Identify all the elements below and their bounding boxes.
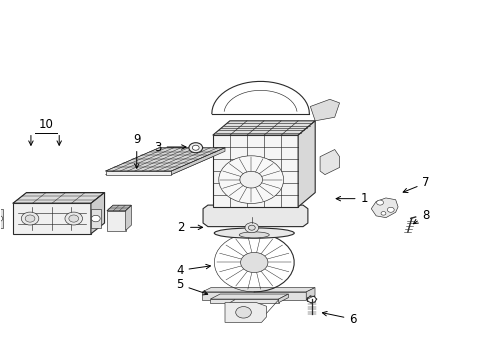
Polygon shape (298, 121, 315, 207)
Polygon shape (278, 294, 288, 303)
Polygon shape (202, 292, 305, 300)
Polygon shape (212, 135, 298, 207)
Polygon shape (370, 198, 397, 218)
Circle shape (69, 215, 79, 222)
Circle shape (386, 207, 393, 212)
Polygon shape (91, 210, 101, 228)
Text: 5: 5 (176, 278, 207, 295)
Text: 8: 8 (413, 209, 429, 224)
Circle shape (65, 212, 82, 225)
Circle shape (240, 252, 267, 273)
Polygon shape (210, 294, 288, 299)
Text: 6: 6 (322, 311, 356, 326)
Circle shape (248, 225, 255, 230)
Polygon shape (105, 171, 171, 175)
Polygon shape (125, 205, 131, 230)
Text: 7: 7 (402, 176, 429, 193)
Circle shape (25, 215, 35, 222)
Polygon shape (13, 203, 91, 234)
Polygon shape (105, 151, 224, 175)
Text: 4: 4 (176, 264, 210, 277)
Polygon shape (210, 299, 278, 303)
Circle shape (192, 145, 199, 150)
Polygon shape (171, 148, 224, 175)
Text: 9: 9 (133, 133, 140, 168)
Polygon shape (13, 193, 104, 203)
Ellipse shape (214, 228, 294, 238)
Polygon shape (224, 303, 266, 322)
Polygon shape (107, 211, 125, 230)
Polygon shape (203, 205, 307, 226)
Polygon shape (202, 288, 314, 292)
Text: 1: 1 (335, 192, 367, 205)
Polygon shape (0, 210, 3, 228)
Polygon shape (320, 149, 339, 175)
Circle shape (218, 156, 283, 203)
Circle shape (376, 200, 383, 205)
Text: 10: 10 (39, 117, 53, 131)
Polygon shape (212, 121, 315, 135)
Circle shape (91, 215, 100, 222)
Circle shape (240, 171, 262, 188)
Text: 3: 3 (154, 140, 185, 153)
Polygon shape (107, 205, 131, 211)
Circle shape (21, 212, 39, 225)
Polygon shape (305, 288, 314, 300)
Circle shape (244, 223, 258, 233)
Circle shape (188, 143, 202, 153)
Polygon shape (310, 99, 339, 121)
Polygon shape (91, 193, 104, 234)
Text: 2: 2 (177, 221, 202, 234)
Circle shape (235, 307, 251, 318)
Ellipse shape (239, 232, 269, 238)
Circle shape (0, 215, 2, 222)
Polygon shape (105, 148, 224, 171)
Circle shape (380, 212, 385, 215)
